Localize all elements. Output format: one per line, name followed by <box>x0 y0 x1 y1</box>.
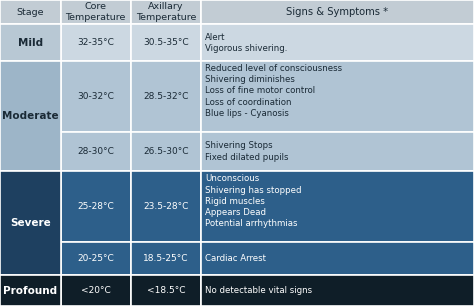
Bar <box>201 275 474 306</box>
Bar <box>201 132 474 171</box>
Bar <box>201 0 474 24</box>
Text: 28.5-32°C: 28.5-32°C <box>143 92 189 101</box>
Bar <box>61 0 131 24</box>
Text: Profound: Profound <box>3 286 57 296</box>
Bar <box>131 275 201 306</box>
Bar <box>131 132 201 171</box>
Text: 18.5-25°C: 18.5-25°C <box>143 254 189 263</box>
Bar <box>0 171 61 275</box>
Text: Severe: Severe <box>10 218 51 228</box>
Bar <box>61 275 131 306</box>
Text: 23.5-28°C: 23.5-28°C <box>143 202 189 211</box>
Text: Axillary
Temperature: Axillary Temperature <box>136 2 196 22</box>
Text: <18.5°C: <18.5°C <box>146 286 185 295</box>
Text: Signs & Symptoms *: Signs & Symptoms * <box>286 7 389 17</box>
Text: 30-32°C: 30-32°C <box>77 92 114 101</box>
Bar <box>201 171 474 242</box>
Text: Shivering Stops
Fixed dilated pupils: Shivering Stops Fixed dilated pupils <box>205 141 288 162</box>
Text: 26.5-30°C: 26.5-30°C <box>143 147 189 156</box>
Text: Moderate: Moderate <box>2 111 59 121</box>
Bar <box>201 242 474 275</box>
Bar <box>0 61 61 171</box>
Text: Cardiac Arrest: Cardiac Arrest <box>205 254 266 263</box>
Bar <box>131 171 201 242</box>
Text: <20°C: <20°C <box>81 286 110 295</box>
Text: Core
Temperature: Core Temperature <box>65 2 126 22</box>
Text: Alert
Vigorous shivering.: Alert Vigorous shivering. <box>205 33 287 53</box>
Bar <box>131 24 201 61</box>
Text: No detectable vital signs: No detectable vital signs <box>205 286 312 295</box>
Bar <box>0 0 61 24</box>
Bar <box>131 61 201 132</box>
Text: Stage: Stage <box>17 8 44 17</box>
Text: 20-25°C: 20-25°C <box>77 254 114 263</box>
Text: Unconscious
Shivering has stopped
Rigid muscles
Appears Dead
Potential arrhythmi: Unconscious Shivering has stopped Rigid … <box>205 174 301 228</box>
Bar <box>61 61 131 132</box>
Bar <box>201 24 474 61</box>
Bar <box>0 275 61 306</box>
Bar <box>61 24 131 61</box>
Text: Reduced level of consciousness
Shivering diminishes
Loss of fine motor control
L: Reduced level of consciousness Shivering… <box>205 64 342 118</box>
Text: Mild: Mild <box>18 38 43 48</box>
Text: 25-28°C: 25-28°C <box>77 202 114 211</box>
Bar <box>0 24 61 61</box>
Bar <box>61 171 131 242</box>
Bar <box>201 61 474 132</box>
Bar <box>131 242 201 275</box>
Text: 28-30°C: 28-30°C <box>77 147 114 156</box>
Bar <box>61 132 131 171</box>
Bar <box>61 242 131 275</box>
Text: 30.5-35°C: 30.5-35°C <box>143 38 189 47</box>
Bar <box>131 0 201 24</box>
Text: 32-35°C: 32-35°C <box>77 38 114 47</box>
